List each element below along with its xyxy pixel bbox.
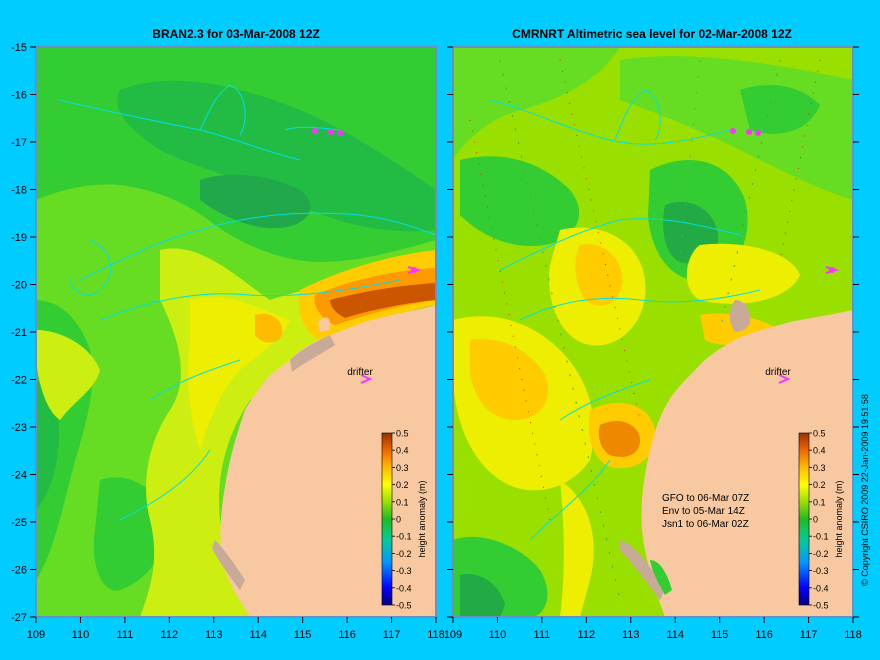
- left-drifter-track: [312, 128, 422, 384]
- y-tick-label: -23: [11, 422, 27, 434]
- x-tick-label: 109: [444, 629, 462, 641]
- left-x-axis: 109 110 111 112 113 114 115 116 117 118: [27, 617, 445, 641]
- y-tick-label: -27: [11, 612, 27, 624]
- colorbar-tick-label: 0.1: [813, 497, 826, 507]
- x-tick-label: 116: [755, 629, 773, 641]
- colorbar-tick-label: 0.3: [813, 463, 826, 473]
- x-tick-label: 115: [294, 629, 312, 641]
- y-tick-label: -25: [11, 517, 27, 529]
- colorbar-tick-label: -0.1: [396, 532, 412, 542]
- colorbar-tick-label: 0: [396, 515, 401, 525]
- colorbar-tick-label: -0.3: [813, 566, 829, 576]
- colorbar-tick-label: 0.4: [396, 446, 409, 456]
- colorbar-tick-label: 0.3: [396, 463, 409, 473]
- right-drifter-label: drifter: [765, 367, 791, 378]
- y-tick-label: -20: [11, 280, 27, 292]
- x-tick-label: 116: [338, 629, 356, 641]
- right-drifter-track: [730, 128, 840, 384]
- y-tick-label: -26: [11, 565, 27, 577]
- colorbar-tick-label: -0.4: [396, 583, 412, 593]
- x-tick-label: 118: [844, 629, 862, 641]
- colorbar-tick-label: 0: [813, 515, 818, 525]
- x-tick-label: 110: [489, 629, 507, 641]
- colorbar-tick-label: -0.2: [396, 549, 412, 559]
- x-tick-label: 117: [383, 629, 401, 641]
- right-drifter-icon: [778, 374, 791, 384]
- x-tick-label: 113: [622, 629, 640, 641]
- right-x-axis: 109 110 111 112 113 114 115 116 117 118: [444, 617, 862, 641]
- y-tick-label: -17: [11, 137, 27, 149]
- left-drifter-label: drifter: [347, 367, 373, 378]
- y-tick-label: -16: [11, 90, 27, 102]
- right-panel-title: CMRNRT Altimetric sea level for 02-Mar-2…: [512, 27, 792, 41]
- satellite-pass-list: GFO to 06-Mar 07Z Env to 05-Mar 14Z Jsn1…: [662, 493, 749, 530]
- colorbar-tick-label: 0.5: [396, 429, 409, 439]
- right-colorbar: 0.5 0.4 0.3 0.2 0.1 0 -0.1 -0.2 -0.3 -0.4 -0.5 hei…: [798, 429, 844, 611]
- left-sea-level-field: drifter: [36, 47, 436, 617]
- x-tick-label: 114: [249, 629, 267, 641]
- pass-jsn1: Jsn1 to 06-Mar 02Z: [662, 519, 749, 530]
- x-tick-label: 114: [666, 629, 684, 641]
- colorbar-tick-label: -0.3: [396, 566, 412, 576]
- x-tick-label: 109: [27, 629, 45, 641]
- x-tick-label: 111: [117, 629, 134, 641]
- altimeter-tracks: [469, 59, 821, 601]
- colorbar-tick-label: 0.5: [813, 429, 826, 439]
- left-colorbar: 0.5 0.4 0.3 0.2 0.1 0 -0.1 -0.2 -0.3 -0.4 -0.5 hei…: [381, 429, 427, 611]
- copyright-text: © Copyright CSIRO 2009 22-Jan-2009 19:51…: [860, 394, 870, 586]
- colorbar-tick-label: 0.2: [813, 480, 826, 490]
- x-tick-label: 115: [711, 629, 729, 641]
- y-tick-label: -15: [11, 42, 27, 54]
- left-colorbar-label: height anomaly (m): [417, 480, 427, 557]
- colorbar-tick-label: -0.5: [813, 601, 829, 611]
- y-tick-label: -18: [11, 185, 27, 197]
- x-tick-label: 113: [205, 629, 223, 641]
- colorbar-tick-label: -0.1: [813, 532, 829, 542]
- x-tick-label: 112: [578, 629, 596, 641]
- left-panel-title: BRAN2.3 for 03-Mar-2008 12Z: [152, 27, 319, 41]
- pass-env: Env to 05-Mar 14Z: [662, 506, 745, 517]
- pass-gfo: GFO to 06-Mar 07Z: [662, 493, 749, 504]
- colorbar-tick-label: 0.1: [396, 497, 409, 507]
- x-tick-label: 118: [427, 629, 445, 641]
- right-sea-level-field: drifter GFO to 06-Mar 07Z Env to 05-Mar …: [453, 47, 853, 617]
- x-tick-label: 117: [800, 629, 818, 641]
- colorbar-tick-label: -0.5: [396, 601, 412, 611]
- left-drifter-icon: [360, 374, 373, 384]
- right-map-panel: CMRNRT Altimetric sea level for 02-Mar-2…: [452, 27, 854, 618]
- x-tick-label: 110: [72, 629, 90, 641]
- colorbar-tick-label: -0.4: [813, 583, 829, 593]
- colorbar-tick-label: -0.2: [813, 549, 829, 559]
- left-map-panel: BRAN2.3 for 03-Mar-2008 12Z: [35, 27, 437, 618]
- y-tick-label: -19: [11, 232, 27, 244]
- y-tick-label: -22: [11, 375, 27, 387]
- y-axis: -15 -16 -17 -18 -19 -20 -21 -22 -23 -24 -25 -26 -27: [11, 42, 859, 624]
- y-tick-label: -21: [11, 327, 27, 339]
- colorbar-tick-label: 0.2: [396, 480, 409, 490]
- y-tick-label: -24: [11, 470, 27, 482]
- right-colorbar-label: height anomaly (m): [834, 480, 844, 557]
- x-tick-label: 112: [161, 629, 179, 641]
- colorbar-tick-label: 0.4: [813, 446, 826, 456]
- x-tick-label: 111: [534, 629, 551, 641]
